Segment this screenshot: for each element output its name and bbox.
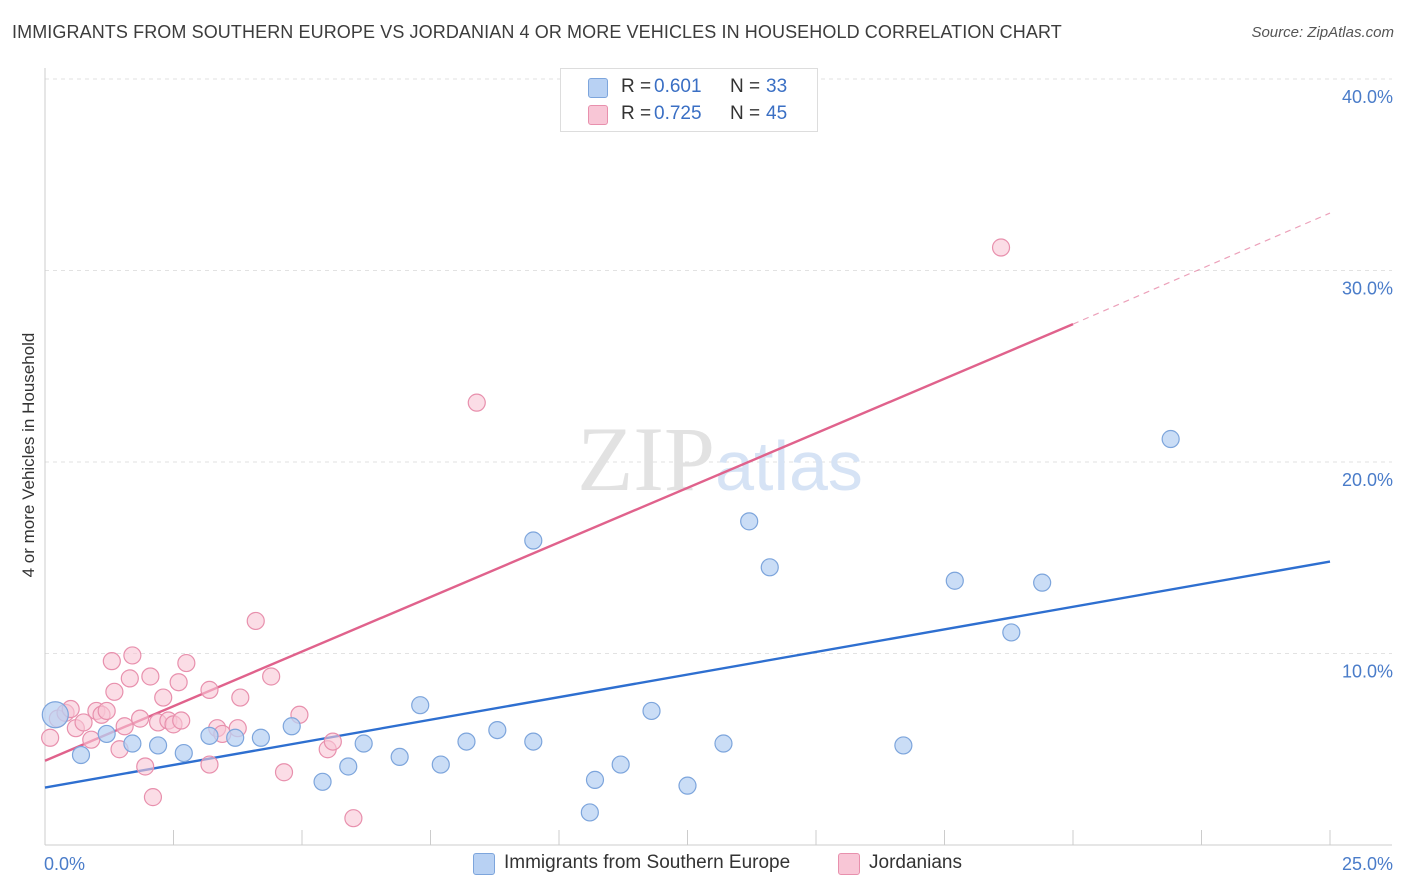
point-jordanians-39 — [344, 809, 363, 828]
point-jordanians-24 — [169, 673, 188, 692]
point-southern-europe-14 — [411, 696, 430, 715]
trend-extension-jordanians — [1072, 212, 1331, 325]
point-jordanians-33 — [246, 611, 265, 631]
r-value: 0.601 — [654, 76, 702, 97]
point-southern-europe-22 — [611, 755, 630, 774]
tick-labels: 10.0% 20.0% 30.0% 40.0% 0.0% 25.0% — [44, 87, 1393, 874]
point-jordanians-27 — [200, 755, 219, 774]
point-southern-europe-31 — [1002, 623, 1021, 642]
legend-row-southern-europe: R = 0.601 N = 33 — [561, 74, 817, 100]
point-southern-europe-7 — [226, 728, 245, 747]
watermark: ZIPatlas — [577, 408, 863, 510]
point-southern-europe-27 — [760, 558, 779, 577]
point-southern-europe-23 — [642, 701, 661, 721]
n-label: N = — [730, 76, 761, 97]
point-jordanians-0 — [41, 728, 60, 747]
chart-title: IMMIGRANTS FROM SOUTHERN EUROPE VS JORDA… — [12, 22, 1062, 42]
point-jordanians-21 — [154, 688, 173, 707]
point-jordanians-25 — [172, 711, 191, 730]
point-jordanians-11 — [105, 682, 124, 701]
point-jordanians-17 — [136, 757, 155, 776]
point-jordanians-19 — [143, 788, 163, 807]
n-label: N = — [730, 103, 761, 124]
point-jordanians-10 — [102, 652, 121, 671]
point-jordanians-40 — [467, 393, 486, 412]
point-jordanians-6 — [82, 730, 101, 749]
point-southern-europe-1 — [71, 745, 91, 765]
legend-label: Jordanians — [869, 852, 962, 873]
point-jordanians-14 — [120, 669, 139, 688]
point-southern-europe-28 — [894, 736, 913, 755]
trend-line-jordanians — [44, 323, 1074, 762]
point-jordanians-34 — [262, 667, 281, 686]
point-southern-europe-13 — [390, 747, 409, 767]
point-jordanians-5 — [74, 713, 93, 732]
x-tick-label-max: 25.0% — [1342, 854, 1393, 874]
point-southern-europe-9 — [282, 717, 301, 736]
pink-swatch — [588, 105, 608, 125]
point-southern-europe-2 — [97, 724, 116, 744]
point-southern-europe-19 — [524, 732, 543, 751]
point-southern-europe-0 — [41, 701, 69, 729]
r-value: 0.725 — [654, 103, 702, 124]
point-southern-europe-30 — [1033, 573, 1052, 592]
point-southern-europe-10 — [313, 772, 332, 791]
source-label: Source: ZipAtlas.com — [1251, 24, 1394, 41]
point-jordanians-15 — [123, 646, 142, 665]
point-jordanians-9 — [97, 701, 116, 721]
point-jordanians-26 — [177, 653, 196, 673]
point-southern-europe-20 — [585, 770, 605, 789]
point-southern-europe-4 — [148, 736, 168, 755]
legend-label: Immigrants from Southern Europe — [504, 852, 791, 873]
point-southern-europe-24 — [678, 776, 697, 795]
point-southern-europe-6 — [200, 726, 219, 745]
point-jordanians-38 — [323, 732, 342, 751]
y-tick-label: 30.0% — [1342, 279, 1393, 299]
point-southern-europe-17 — [488, 720, 507, 740]
points-southern-europe — [41, 429, 1180, 822]
grid — [45, 78, 1392, 654]
n-value: 33 — [766, 76, 788, 97]
point-southern-europe-16 — [457, 732, 476, 751]
x-tick-label-min: 0.0% — [44, 854, 85, 874]
trend-line-southern-europe — [44, 560, 1331, 789]
blue-swatch — [473, 853, 495, 875]
point-southern-europe-25 — [714, 734, 733, 753]
point-southern-europe-11 — [339, 757, 358, 776]
point-jordanians-41 — [991, 238, 1011, 257]
point-southern-europe-29 — [945, 571, 964, 590]
series-legend: Immigrants from Southern Europe Jordania… — [0, 850, 1406, 878]
y-tick-label: 20.0% — [1342, 470, 1393, 490]
point-southern-europe-5 — [174, 743, 193, 763]
point-southern-europe-8 — [251, 728, 270, 747]
r-label: R = — [621, 103, 652, 124]
point-southern-europe-18 — [524, 531, 543, 550]
n-value: 45 — [766, 103, 788, 124]
y-tick-label: 40.0% — [1342, 87, 1393, 107]
r-label: R = — [621, 76, 652, 97]
correlation-legend: R = 0.601 N = 33 R = 0.725 N = 45 — [560, 68, 818, 132]
point-jordanians-16 — [130, 709, 150, 728]
point-jordanians-32 — [231, 688, 250, 707]
point-southern-europe-15 — [431, 755, 450, 774]
point-jordanians-28 — [200, 680, 219, 699]
point-jordanians-35 — [274, 763, 294, 782]
point-southern-europe-32 — [1161, 429, 1180, 449]
point-southern-europe-26 — [740, 512, 759, 531]
legend-row-jordanians: R = 0.725 N = 45 — [561, 101, 817, 127]
point-southern-europe-3 — [123, 734, 142, 753]
y-axis-label: 4 or more Vehicles in Household — [19, 333, 38, 578]
blue-swatch — [588, 78, 608, 98]
y-tick-label: 10.0% — [1342, 662, 1393, 682]
point-jordanians-18 — [141, 667, 160, 686]
point-southern-europe-12 — [354, 734, 373, 753]
watermark-zip: ZIP — [577, 408, 715, 510]
point-southern-europe-21 — [580, 803, 599, 822]
pink-swatch — [838, 853, 860, 875]
point-jordanians-13 — [115, 717, 134, 736]
